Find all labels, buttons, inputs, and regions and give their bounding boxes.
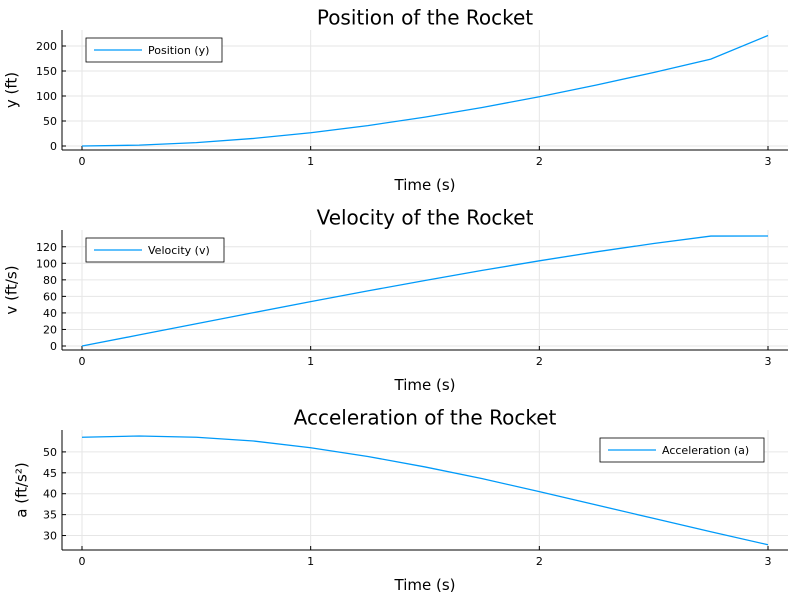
- series-line-1: [81, 435, 769, 546]
- x-axis-label: Time (s): [394, 576, 456, 594]
- x-tick-label: 3: [765, 155, 772, 168]
- y-tick-label: 30: [43, 530, 57, 543]
- x-tick-label: 1: [307, 555, 314, 568]
- legend: Velocity (v): [85, 237, 225, 263]
- x-tick-label: 2: [536, 355, 543, 368]
- x-tick-label: 3: [765, 355, 772, 368]
- y-tick-label: 0: [50, 140, 57, 153]
- subplot-1: Position of the Rocket 0 1 2 3 0 50 100 150 200 Ti…: [3, 6, 788, 194]
- legend: Position (y): [85, 37, 223, 63]
- y-tick-label: 0: [50, 340, 57, 353]
- y-axis-label: v (ft/s): [3, 265, 21, 314]
- x-tick-label: 0: [79, 355, 86, 368]
- y-tick-label: 40: [43, 307, 57, 320]
- y-tick-label: 20: [43, 323, 57, 336]
- y-tick-label: 35: [43, 509, 57, 522]
- subplot-3: Acceleration of the Rocket 0 1 2 3 30 35 40 45 50…: [13, 406, 788, 594]
- chart-title: Velocity of the Rocket: [317, 206, 534, 230]
- subplot-2: Velocity of the Rocket 0 1 2 3 0 20 40 60 80 100 12…: [3, 206, 788, 394]
- x-axis-label: Time (s): [394, 176, 456, 194]
- chart-title: Acceleration of the Rocket: [294, 406, 557, 430]
- y-tick-label: 50: [43, 446, 57, 459]
- y-tick-label: 150: [36, 65, 57, 78]
- legend-label: Velocity (v): [148, 244, 210, 257]
- y-tick-label: 120: [36, 241, 57, 254]
- x-tick-label: 0: [79, 155, 86, 168]
- y-tick-label: 100: [36, 257, 57, 270]
- legend: Acceleration (a): [599, 437, 765, 463]
- chart-title: Position of the Rocket: [317, 6, 533, 30]
- y-tick-label: 100: [36, 90, 57, 103]
- x-tick-label: 2: [536, 555, 543, 568]
- y-tick-label: 45: [43, 467, 57, 480]
- legend-label: Acceleration (a): [662, 444, 749, 457]
- y-axis-label: y (ft): [3, 72, 21, 108]
- y-tick-label: 200: [36, 40, 57, 53]
- x-tick-label: 1: [307, 355, 314, 368]
- x-tick-label: 1: [307, 155, 314, 168]
- y-axis-label: a (ft/s²): [13, 462, 31, 517]
- series-line-1: [81, 34, 769, 147]
- x-axis-label: Time (s): [394, 376, 456, 394]
- x-tick-label: 0: [79, 555, 86, 568]
- y-tick-label: 80: [43, 274, 57, 287]
- x-tick-label: 2: [536, 155, 543, 168]
- y-tick-label: 60: [43, 290, 57, 303]
- y-tick-label: 50: [43, 115, 57, 128]
- x-tick-label: 3: [765, 555, 772, 568]
- legend-label: Position (y): [148, 44, 209, 57]
- y-tick-label: 40: [43, 488, 57, 501]
- series-line-1: [81, 235, 769, 347]
